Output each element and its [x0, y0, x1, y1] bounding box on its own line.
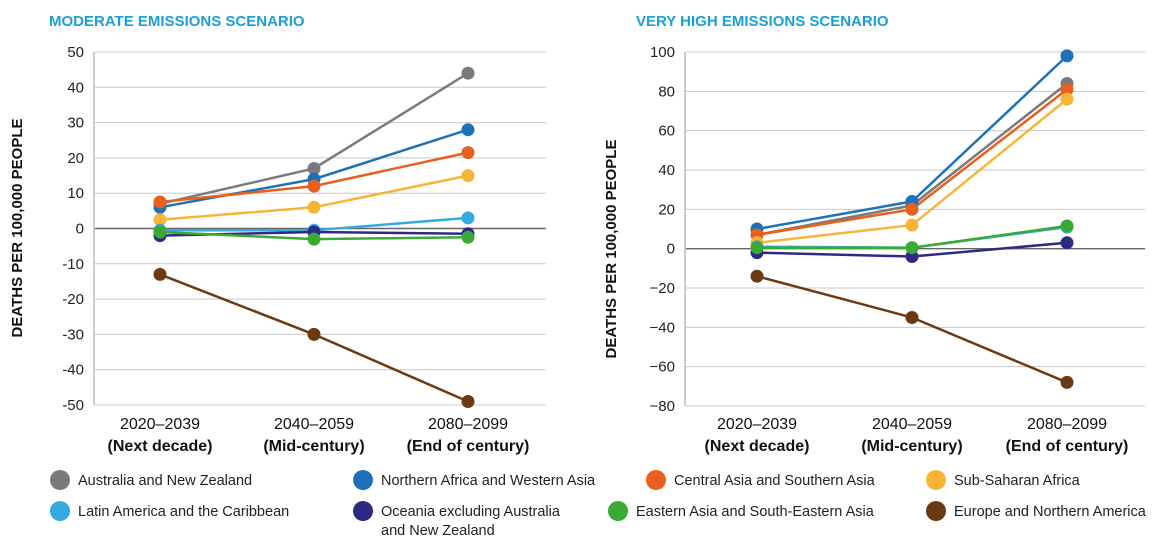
legend-item: Sub-Saharan Africa	[926, 470, 1081, 490]
very-high-data-point	[1060, 49, 1074, 63]
legend-swatch-icon	[353, 501, 373, 521]
moderate-y-tick-label: -40	[62, 362, 84, 379]
moderate-y-tick-label: -50	[62, 397, 84, 414]
very-high-x-category-period: 2080–2099	[1027, 416, 1107, 433]
very-high-y-tick-label: −20	[650, 280, 675, 297]
moderate-data-point	[307, 162, 321, 175]
very-high-y-tick-label: −60	[650, 359, 675, 376]
moderate-data-point	[461, 395, 475, 408]
very-high-y-tick-label: 60	[658, 123, 675, 140]
moderate-data-point	[153, 267, 167, 281]
legend-item: Eastern Asia and South-Eastern Asia	[608, 501, 875, 521]
moderate-x-category-label: (Next decade)	[108, 438, 213, 455]
very-high-y-tick-label: 80	[658, 83, 675, 100]
very-high-emissions-panel: VERY HIGH EMISSIONS SCENARIO DEATHS PER 1…	[603, 13, 1145, 455]
very-high-x-category-period: 2020–2039	[717, 416, 797, 433]
moderate-x-category-period: 2020–2039	[120, 416, 200, 433]
legend-label: Sub-Saharan Africa	[954, 473, 1081, 489]
legend-swatch-icon	[926, 501, 946, 521]
moderate-data-point	[307, 200, 321, 214]
legend-swatch-icon	[926, 470, 946, 490]
moderate-y-tick-label: 50	[67, 44, 84, 61]
legend-swatch-icon	[50, 501, 70, 521]
very-high-data-point	[750, 269, 764, 283]
legend-item: Europe and Northern America	[926, 501, 1147, 521]
very-high-y-tick-label: 20	[658, 201, 675, 218]
legend-label: Northern Africa and Western Asia	[381, 473, 596, 489]
legend-label: and New Zealand	[381, 523, 495, 537]
moderate-series-markers	[153, 66, 475, 408]
legend-swatch-icon	[646, 470, 666, 490]
legend-swatch-icon	[50, 470, 70, 490]
very-high-x-category-period: 2040–2059	[872, 416, 952, 433]
moderate-y-tick-label: 10	[67, 185, 84, 202]
moderate-y-tick-label: -20	[62, 291, 84, 308]
legend-swatch-icon	[353, 470, 373, 490]
legend-label: Oceania excluding Australia	[381, 504, 561, 520]
very-high-data-point	[905, 241, 919, 255]
moderate-data-point	[153, 225, 167, 239]
moderate-data-point	[153, 195, 167, 209]
moderate-data-point	[153, 213, 167, 227]
moderate-data-point	[461, 146, 475, 160]
legend-item: Latin America and the Caribbean	[50, 501, 289, 521]
legend-label: Australia and New Zealand	[78, 473, 252, 489]
very-high-chart-title: VERY HIGH EMISSIONS SCENARIO	[636, 13, 889, 30]
moderate-data-point	[307, 179, 321, 193]
legend-item: Central Asia and Southern Asia	[646, 470, 876, 490]
very-high-x-category-label: (End of century)	[1006, 438, 1129, 455]
moderate-x-category-period: 2080–2099	[428, 416, 508, 433]
very-high-data-point	[905, 218, 919, 232]
moderate-data-point	[307, 327, 321, 341]
legend-item: Australia and New Zealand	[50, 470, 252, 490]
moderate-x-category-label: (End of century)	[407, 438, 530, 455]
moderate-x-category-label: (Mid-century)	[263, 438, 364, 455]
moderate-y-tick-label: 40	[67, 79, 84, 96]
legend-label: Latin America and the Caribbean	[78, 504, 289, 520]
very-high-y-tick-label: 0	[667, 241, 675, 258]
very-high-y-tick-label: 100	[650, 44, 675, 61]
very-high-data-point	[1060, 92, 1074, 106]
moderate-data-point	[307, 232, 321, 246]
moderate-y-axis-label: DEATHS PER 100,000 PEOPLE	[9, 119, 26, 338]
very-high-data-point	[1060, 219, 1074, 233]
very-high-data-point	[1060, 375, 1074, 389]
very-high-data-point	[1060, 236, 1074, 250]
very-high-data-point	[905, 311, 919, 324]
moderate-x-category-period: 2040–2059	[274, 416, 354, 433]
legend-item: Oceania excluding Australia and New Zeala…	[353, 501, 561, 539]
moderate-data-point	[461, 66, 475, 80]
legend-label: Eastern Asia and South-Eastern Asia	[636, 504, 875, 520]
moderate-chart-title: MODERATE EMISSIONS SCENARIO	[49, 13, 305, 30]
very-high-x-category-label: (Next decade)	[705, 438, 810, 455]
moderate-y-tick-label: 0	[76, 221, 84, 238]
very-high-y-tick-label: 40	[658, 162, 675, 179]
moderate-y-tick-label: 20	[67, 150, 84, 167]
legend-swatch-icon	[608, 501, 628, 521]
legend: Australia and New Zealand Northern Africa…	[50, 470, 1147, 539]
moderate-y-tick-label: -30	[62, 326, 84, 343]
very-high-x-category-label: (Mid-century)	[861, 438, 962, 455]
very-high-series-markers	[750, 49, 1074, 389]
very-high-y-axis-label: DEATHS PER 100,000 PEOPLE	[603, 140, 620, 359]
moderate-data-point	[461, 123, 475, 137]
very-high-data-point	[905, 202, 919, 216]
very-high-y-tick-label: −80	[650, 398, 675, 415]
very-high-data-point	[750, 241, 764, 255]
legend-label: Europe and Northern America	[954, 504, 1147, 520]
very-high-y-tick-label: −40	[650, 319, 675, 336]
legend-label: Central Asia and Southern Asia	[674, 473, 876, 489]
moderate-data-point	[461, 211, 475, 225]
moderate-y-tick-label: 30	[67, 115, 84, 132]
moderate-data-point	[461, 169, 475, 183]
legend-item: Northern Africa and Western Asia	[353, 470, 596, 490]
moderate-emissions-panel: MODERATE EMISSIONS SCENARIO DEATHS PER 10…	[9, 13, 546, 455]
moderate-y-tick-label: -10	[62, 256, 84, 273]
moderate-data-point	[461, 230, 475, 244]
very-high-data-point	[1060, 82, 1074, 96]
